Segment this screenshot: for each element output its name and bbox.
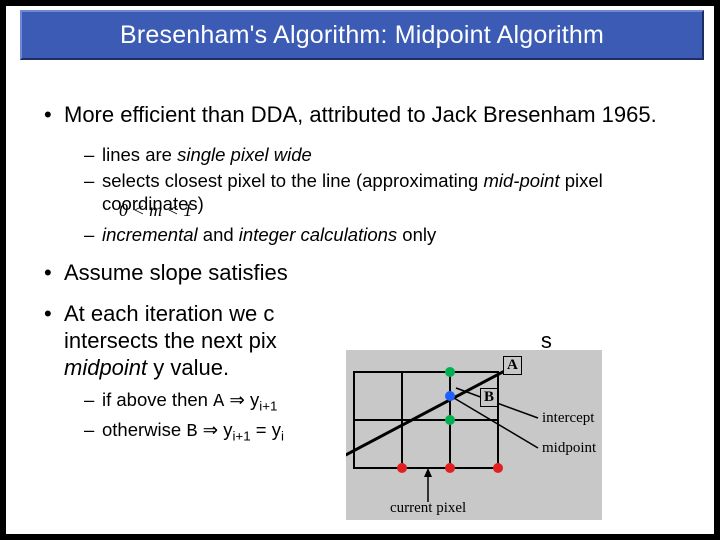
sub-3b: and [198, 224, 239, 245]
title-bar: Bresenham's Algorithm: Midpoint Algorith… [20, 10, 704, 60]
label-current: current pixel [390, 500, 466, 517]
sub-1a: lines are [102, 144, 177, 165]
sub-2a: selects closest pixel to the line (appro… [102, 170, 484, 191]
dash-icon: – [84, 169, 102, 220]
label-A: A [503, 356, 522, 375]
b3-line3b: y value. [147, 355, 229, 380]
b3-line1: At each iteration we c [64, 301, 274, 326]
s4b: ⇒ y [224, 389, 259, 410]
dash-icon: – [84, 388, 102, 415]
label-B: B [480, 388, 498, 407]
bullet-1: • More efficient than DDA, attributed to… [44, 102, 678, 129]
bullet-dot: • [44, 301, 64, 381]
sub-1b: single pixel wide [177, 144, 312, 165]
sub-5-text: otherwise B ⇒ yi+1 = yi [102, 418, 284, 445]
label-midpoint: midpoint [542, 440, 596, 457]
sub-3: – incremental and integer calculations o… [84, 223, 678, 246]
point-midpoint [445, 391, 455, 401]
bullet-2-text: Assume slope satisfies [64, 260, 288, 287]
point-A [445, 367, 455, 377]
s5s1: i+1 [232, 429, 250, 444]
s4a: if above then [102, 389, 213, 410]
sub-3c: integer calculations [239, 224, 397, 245]
dash-icon: – [84, 418, 102, 445]
sub-2-text: selects closest pixel to the line (appro… [102, 169, 678, 220]
point-current-left [397, 463, 407, 473]
point-B [445, 415, 455, 425]
s5m: B [186, 421, 197, 442]
label-intercept: intercept [542, 410, 594, 427]
sub-3-text: incremental and integer calculations onl… [102, 223, 436, 246]
sub-1: – lines are single pixel wide [84, 143, 678, 166]
math-overlay: 0 < m < 1 [117, 199, 194, 222]
point-current-right [493, 463, 503, 473]
midpoint-diagram: A B intercept midpoint current pixel [346, 350, 602, 520]
s5c: = y [251, 419, 281, 440]
sub-3a: incremental [102, 224, 198, 245]
sub-2: – selects closest pixel to the line (app… [84, 169, 678, 220]
sub-3d: only [397, 224, 436, 245]
slide: Bresenham's Algorithm: Midpoint Algorith… [6, 6, 714, 534]
bullet-dot: • [44, 260, 64, 287]
bullet-dot: • [44, 102, 64, 129]
s5a: otherwise [102, 419, 186, 440]
s4m: A [213, 391, 224, 412]
dash-icon: – [84, 223, 102, 246]
b3-line2: intersects the next pix [64, 328, 277, 353]
bullet-1-text: More efficient than DDA, attributed to J… [64, 102, 657, 129]
diagram-svg [346, 350, 602, 520]
s5b: ⇒ y [197, 419, 232, 440]
sub-4-text: if above then A ⇒ yi+1 [102, 388, 277, 415]
dash-icon: – [84, 143, 102, 166]
slide-title: Bresenham's Algorithm: Midpoint Algorith… [120, 21, 604, 50]
sublist-1: – lines are single pixel wide – selects … [84, 143, 678, 247]
s4sub: i+1 [259, 398, 277, 413]
b3-line3a: midpoint [64, 355, 147, 380]
point-current-mid [445, 463, 455, 473]
s5s2: i [281, 429, 284, 444]
sub-2b: mid-point [484, 170, 560, 191]
arrowhead-icon [424, 468, 432, 477]
bullet-2: • Assume slope satisfies [44, 260, 678, 287]
sub-1-text: lines are single pixel wide [102, 143, 312, 166]
